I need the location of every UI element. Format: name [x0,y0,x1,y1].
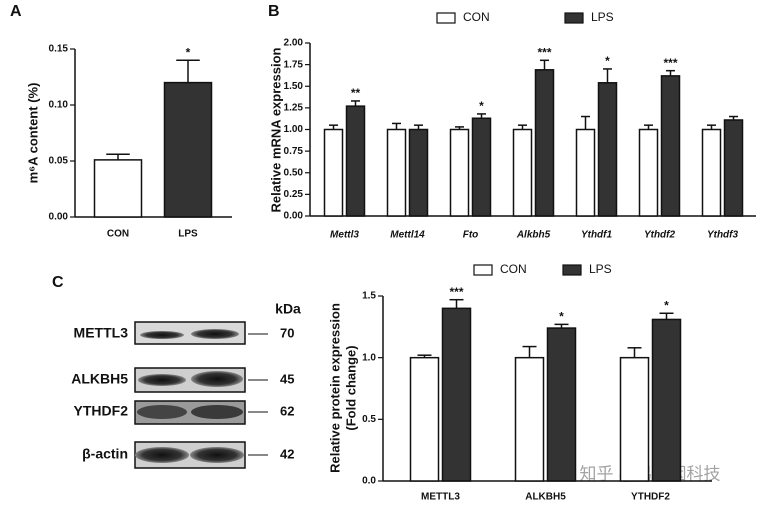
bar [638,128,659,217]
y-tick-label: 0.05 [49,156,69,167]
y-tick-label: 0.00 [284,211,304,222]
bar [408,128,429,217]
x-tick-label: Alkbh5 [516,230,551,241]
y-tick-label: 0.5 [362,414,376,425]
blot-label: ALKBH5 [71,371,128,387]
legend-label: CON [500,262,527,276]
y-tick-label: 2.00 [284,38,304,49]
x-tick-label: Ythdf1 [581,230,613,241]
bar [701,128,722,217]
bar [651,318,682,482]
blot-band [135,447,189,463]
x-tick-label: Mettl14 [390,230,425,241]
blot-kda: 45 [280,371,294,386]
blot-band [138,374,186,386]
x-tick-label: LPS [178,229,198,240]
y-axis-label: Relative mRNA expression [268,47,283,212]
significance: * [559,310,564,324]
significance: * [479,99,484,113]
y-tick-label: 1.0 [362,352,376,363]
blot-kda: 42 [280,446,294,461]
x-tick-label: Ythdf2 [644,230,676,241]
y-tick-label: 1.00 [284,124,304,135]
blot: kDa METTL3 ALKBH5 YTHDF2 β-actin 70 45 6… [71,301,301,469]
bar [723,119,744,217]
x-tick-label: ALKBH5 [525,492,566,503]
y-tick-label: 0.0 [362,476,376,487]
blot-kda: 70 [280,325,294,340]
bar [345,105,366,217]
significance: *** [449,285,463,299]
y-tick-label: 1.75 [284,59,304,70]
panel-label: C [52,274,64,291]
y-tick-label: 0.75 [284,146,304,157]
bar [93,159,143,218]
bar [514,356,545,482]
blot-band [190,447,244,463]
x-tick-label: CON [107,229,129,240]
blot-unit: kDa [275,301,301,317]
bar [386,128,407,217]
bar [660,75,681,217]
bar [597,82,618,217]
blot-band [140,331,184,339]
blot-kda: 62 [280,403,294,418]
x-tick-label: Ythdf3 [707,230,739,241]
bar [534,69,555,217]
y-tick-label: 0.10 [49,100,69,111]
significance: * [605,54,610,68]
watermark: 知乎 @易基因科技 [580,464,721,483]
significance: * [186,45,191,59]
blot-band [191,371,243,387]
blot-label: METTL3 [74,325,129,341]
y-axis-label: m⁶A content (%) [25,83,40,184]
significance: * [664,298,669,312]
blot-band [191,405,243,419]
x-tick-label: YTHDF2 [631,492,670,503]
y-axis-label: Relative protein expression [327,303,342,473]
bar [323,128,344,217]
y-axis-label: (Fold change) [343,345,358,430]
bar [619,356,650,482]
legend-swatch [473,264,493,276]
y-tick-label: 0.00 [49,212,69,223]
blot-band [191,329,239,339]
significance: *** [663,56,677,70]
legend-label: CON [463,10,490,24]
significance: ** [351,86,361,100]
y-tick-label: 0.25 [284,189,304,200]
x-tick-label: Mettl3 [330,230,359,241]
x-tick-label: METTL3 [421,492,460,503]
blot-label: β-actin [82,446,128,462]
bar [546,327,577,482]
legend-label: LPS [591,10,614,24]
significance: *** [537,45,551,59]
legend-swatch [562,264,582,276]
bar [575,128,596,217]
blot-label: YTHDF2 [74,403,129,419]
bar [163,81,213,218]
y-tick-label: 0.15 [49,44,69,55]
panel-label: A [10,3,22,20]
panel-label: B [268,3,280,20]
blot-band [137,405,187,419]
y-tick-label: 0.50 [284,167,304,178]
legend-swatch [436,12,456,24]
x-tick-label: Fto [463,230,479,241]
bar [512,128,533,217]
bar [409,356,440,482]
y-tick-label: 1.50 [284,81,304,92]
legend-label: LPS [589,262,612,276]
bar [441,307,472,482]
y-tick-label: 1.25 [284,103,304,114]
bar [449,128,470,217]
bar [471,117,492,217]
legend-swatch [564,12,584,24]
y-tick-label: 1.5 [362,291,376,302]
